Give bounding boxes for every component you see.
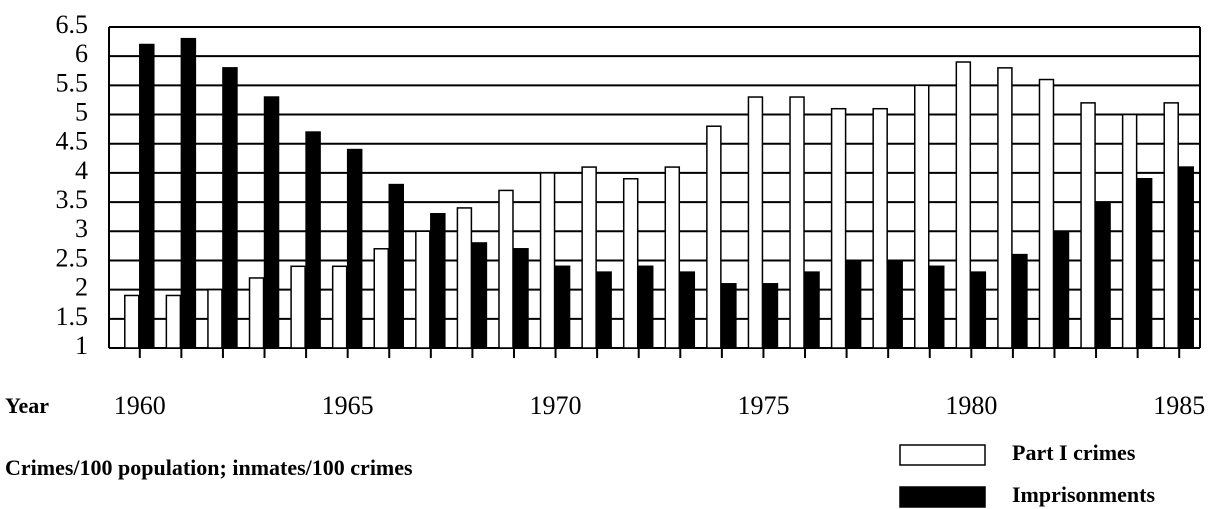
bar bbox=[456, 207, 473, 349]
bar bbox=[789, 96, 805, 349]
bar bbox=[1095, 201, 1111, 349]
bar bbox=[664, 166, 681, 349]
legend-swatch bbox=[899, 444, 986, 466]
legend-swatch bbox=[899, 486, 986, 508]
x-tick-label: 1965 bbox=[322, 391, 374, 420]
y-tick-label: 6.5 bbox=[56, 10, 89, 39]
y-tick-label: 4 bbox=[75, 156, 88, 185]
bar bbox=[721, 283, 737, 349]
y-tick-label: 5 bbox=[75, 98, 88, 127]
bar bbox=[498, 189, 514, 349]
bar bbox=[622, 177, 639, 349]
bar bbox=[1053, 230, 1070, 349]
bar bbox=[929, 265, 945, 349]
legend-label: Imprisonments bbox=[1012, 482, 1155, 507]
bar bbox=[290, 265, 306, 349]
bar bbox=[513, 248, 529, 349]
bar bbox=[165, 294, 182, 349]
bar bbox=[762, 283, 779, 349]
bar bbox=[1038, 78, 1055, 349]
bar bbox=[872, 107, 888, 349]
bar bbox=[1080, 102, 1096, 349]
y-tick-label: 6 bbox=[75, 39, 88, 68]
y-tick-label: 4.5 bbox=[56, 127, 89, 156]
bar bbox=[706, 125, 722, 349]
bar bbox=[970, 271, 987, 349]
bar bbox=[804, 271, 820, 349]
y-tick-label: 5.5 bbox=[56, 68, 89, 97]
bar bbox=[471, 242, 488, 349]
bar bbox=[830, 107, 847, 349]
y-tick-label: 3 bbox=[75, 214, 88, 243]
bar bbox=[331, 265, 348, 349]
bar bbox=[1121, 113, 1138, 349]
bar bbox=[373, 248, 389, 349]
y-tick-label: 1.5 bbox=[56, 302, 89, 331]
bar bbox=[263, 96, 280, 349]
bar bbox=[415, 230, 431, 349]
y-tick-label: 2 bbox=[75, 273, 88, 302]
bar bbox=[180, 37, 197, 349]
y-tick-label: 3.5 bbox=[56, 185, 89, 214]
y-tick-label: 1 bbox=[75, 331, 88, 360]
x-axis-label: Year bbox=[5, 393, 49, 418]
bar bbox=[124, 294, 140, 349]
bar bbox=[955, 61, 972, 349]
bar bbox=[248, 277, 265, 349]
note: Crimes/100 population; inmates/100 crime… bbox=[5, 455, 413, 480]
bar bbox=[581, 166, 597, 349]
x-tick-label: 1970 bbox=[530, 391, 582, 420]
bar bbox=[1178, 166, 1194, 349]
bar bbox=[207, 288, 223, 349]
legend-label: Part I crimes bbox=[1012, 440, 1136, 465]
bar bbox=[914, 84, 930, 349]
bar bbox=[1163, 102, 1179, 349]
x-tick-label: 1975 bbox=[737, 391, 789, 420]
x-tick-label: 1985 bbox=[1153, 391, 1205, 420]
y-tick-label: 2.5 bbox=[56, 243, 89, 272]
bar bbox=[222, 67, 238, 349]
bar bbox=[679, 271, 696, 349]
bar bbox=[997, 67, 1013, 349]
bar bbox=[539, 172, 556, 349]
bar bbox=[1136, 177, 1153, 349]
bar bbox=[430, 213, 446, 349]
bar bbox=[637, 265, 654, 349]
bar bbox=[887, 259, 903, 349]
bar bbox=[554, 265, 571, 349]
bar bbox=[305, 131, 321, 349]
bar bbox=[139, 43, 155, 349]
bar bbox=[596, 271, 612, 349]
x-tick-label: 1980 bbox=[945, 391, 997, 420]
bar bbox=[346, 148, 363, 349]
bar bbox=[388, 183, 404, 349]
bar bbox=[747, 96, 764, 349]
bar bbox=[1012, 253, 1028, 349]
x-tick-label: 1960 bbox=[114, 391, 166, 420]
bar bbox=[845, 259, 862, 349]
